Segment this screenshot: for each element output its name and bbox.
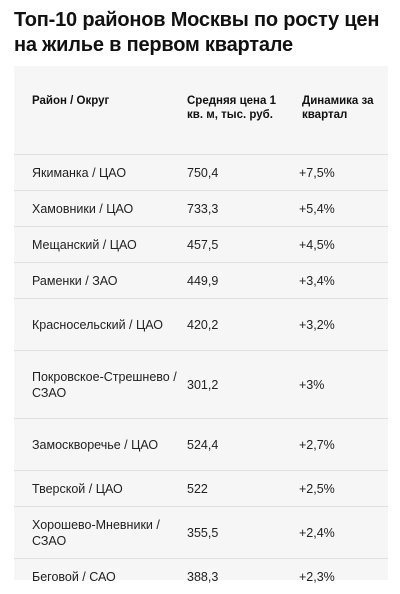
column-header-price: Средняя цена 1 кв. м, тыс. руб. [187, 95, 276, 121]
price-cell: 449,9 [187, 273, 219, 288]
data-table: Район / Округ Средняя цена 1 кв. м, тыс.… [14, 66, 388, 584]
table-row: Беговой / САО 388,3 +2,3% [14, 558, 388, 594]
district-cell: Хорошево-Мневники / СЗАО [32, 517, 160, 548]
change-cell: +3,2% [299, 317, 335, 332]
district-cell: Хамовники / ЦАО [32, 201, 134, 216]
table-row: Красносельский / ЦАО 420,2 +3,2% [14, 298, 388, 350]
district-cell: Красносельский / ЦАО [32, 317, 164, 332]
page-title: Топ-10 районов Москвы по росту цен на жи… [14, 9, 380, 56]
table-row: Мещанский / ЦАО 457,5 +4,5% [14, 226, 388, 262]
price-cell: 522 [187, 481, 208, 496]
district-cell: Тверской / ЦАО [32, 481, 123, 496]
change-cell: +3,4% [299, 273, 335, 288]
column-header-district: Район / Округ [32, 95, 110, 107]
table-row: Замоскворечье / ЦАО 524,4 +2,7% [14, 418, 388, 470]
change-cell: +2,7% [299, 437, 335, 452]
table-body: Якиманка / ЦАО 750,4 +7,5% Хамовники / Ц… [14, 154, 388, 594]
district-cell: Замоскворечье / ЦАО [32, 437, 159, 452]
table-row: Покровское-Стрешнево / СЗАО 301,2 +3% [14, 350, 388, 418]
price-cell: 388,3 [187, 569, 219, 584]
table-header: Район / Округ Средняя цена 1 кв. м, тыс.… [14, 66, 388, 154]
table-row: Тверской / ЦАО 522 +2,5% [14, 470, 388, 506]
change-cell: +4,5% [299, 237, 335, 252]
price-cell: 457,5 [187, 237, 219, 252]
price-cell: 355,5 [187, 525, 219, 540]
change-cell: +2,4% [299, 525, 335, 540]
table-row: Раменки / ЗАО 449,9 +3,4% [14, 262, 388, 298]
change-cell: +2,3% [299, 569, 335, 584]
table-row: Якиманка / ЦАО 750,4 +7,5% [14, 154, 388, 190]
change-cell: +7,5% [299, 165, 335, 180]
district-cell: Якиманка / ЦАО [32, 165, 127, 180]
change-cell: +2,5% [299, 481, 335, 496]
change-cell: +5,4% [299, 201, 335, 216]
column-header-change: Динамика за квартал [302, 95, 374, 121]
price-cell: 733,3 [187, 201, 219, 216]
table-row: Хорошево-Мневники / СЗАО 355,5 +2,4% [14, 506, 388, 558]
district-cell: Беговой / САО [32, 569, 116, 584]
district-cell: Мещанский / ЦАО [32, 237, 137, 252]
district-cell: Раменки / ЗАО [32, 273, 118, 288]
price-cell: 301,2 [187, 377, 219, 392]
price-cell: 524,4 [187, 437, 219, 452]
district-cell: Покровское-Стрешнево / СЗАО [32, 369, 177, 400]
price-cell: 750,4 [187, 165, 219, 180]
price-cell: 420,2 [187, 317, 219, 332]
change-cell: +3% [299, 377, 325, 392]
table-row: Хамовники / ЦАО 733,3 +5,4% [14, 190, 388, 226]
